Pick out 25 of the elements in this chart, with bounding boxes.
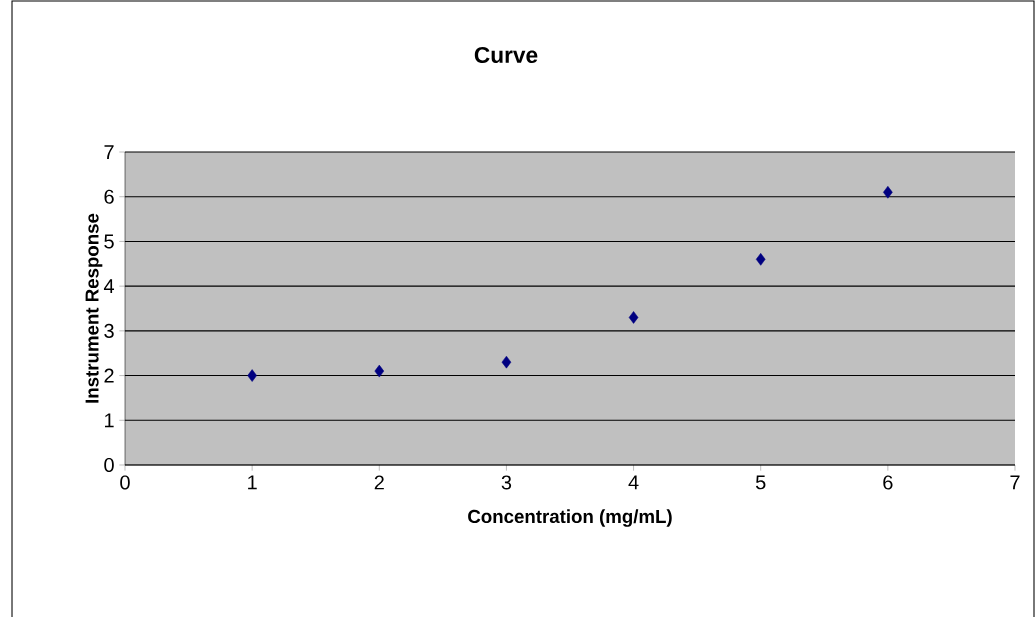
x-tick-label: 0 <box>120 475 130 490</box>
x-axis-title: Concentration (mg/mL) <box>468 509 672 527</box>
y-tick-label: 0 <box>104 457 114 473</box>
point <box>755 253 766 266</box>
point <box>374 364 385 378</box>
chart-title: Curve <box>474 46 538 64</box>
y-tick-label: 3 <box>104 323 114 338</box>
x-tick-label: 7 <box>1010 475 1020 490</box>
x-tick-label: 6 <box>883 475 893 490</box>
point <box>883 185 893 199</box>
x-tick-label: 1 <box>248 475 257 490</box>
point <box>247 369 257 382</box>
point <box>628 311 639 324</box>
y-tick-label: 4 <box>103 279 115 294</box>
y-tick-label: 2 <box>104 368 114 383</box>
x-tick-label: 5 <box>755 475 766 490</box>
y-tick-label: 1 <box>105 413 114 428</box>
x-tick-label: 3 <box>501 475 512 490</box>
x-tick-label: 2 <box>374 475 384 490</box>
y-tick-label: 5 <box>104 234 114 249</box>
y-tick-label: 7 <box>104 145 114 159</box>
x-tick-label: 4 <box>628 475 639 490</box>
point <box>501 355 512 369</box>
y-axis-title: Instrument Response <box>85 213 103 403</box>
y-tick-label: 6 <box>104 189 114 204</box>
